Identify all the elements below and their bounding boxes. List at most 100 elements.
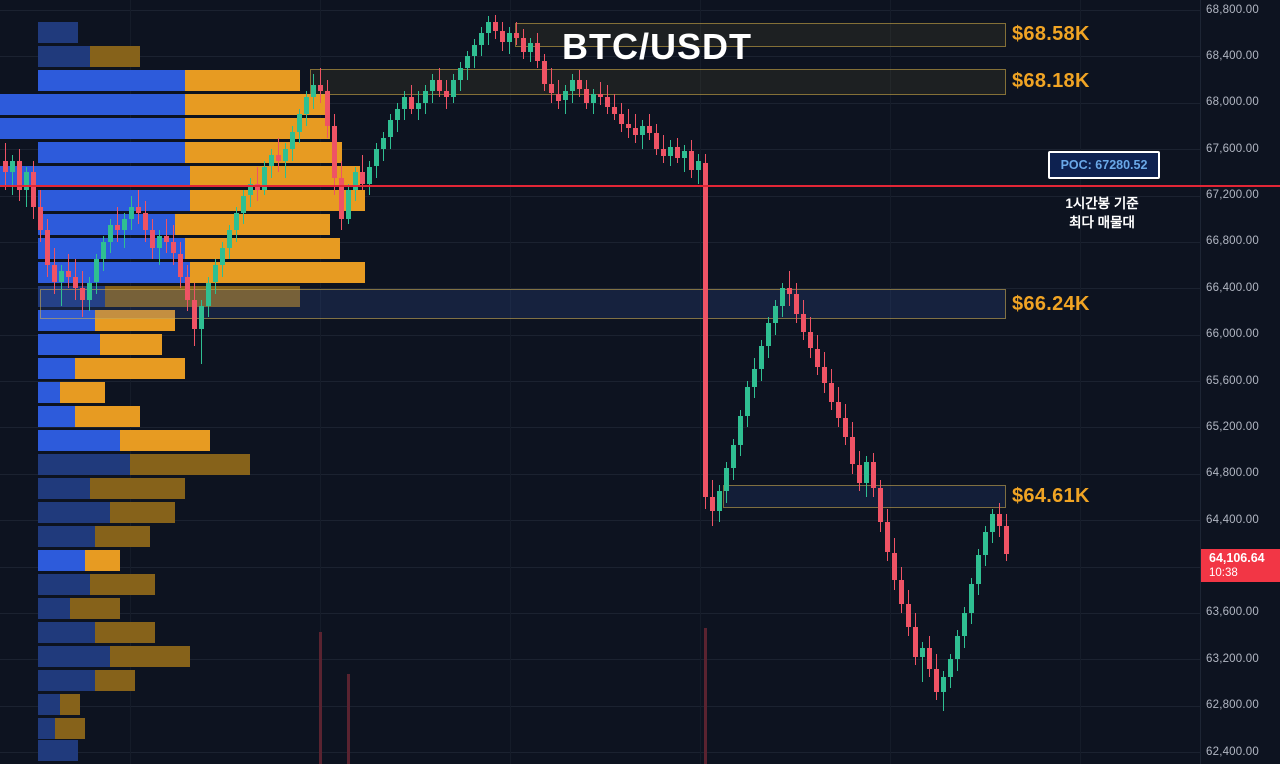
volume-profile-bar-buy <box>38 69 185 91</box>
zone-box[interactable] <box>723 485 1006 509</box>
candle-body <box>129 207 134 219</box>
candle-body <box>731 444 736 468</box>
volume-profile-bar-sell <box>70 597 120 619</box>
volume-profile-bar-sell <box>120 429 210 451</box>
candle-body <box>773 305 778 323</box>
candle-body <box>871 462 876 488</box>
volume-profile-bar-sell <box>105 285 300 307</box>
candle-body <box>570 79 575 92</box>
zone-label[interactable]: $68.58K <box>1012 22 1090 45</box>
poc-label[interactable]: POC: 67280.52 <box>1048 151 1160 179</box>
volume-profile-bar-buy <box>38 381 60 403</box>
candle-body <box>66 270 71 277</box>
volume-profile-bar-buy <box>38 213 175 235</box>
candle-body <box>206 282 211 306</box>
candle-body <box>997 514 1002 526</box>
candle-body <box>87 282 92 300</box>
volume-profile-bar-buy <box>38 669 95 691</box>
candle-body <box>241 195 246 213</box>
candle-body <box>10 160 15 173</box>
candle-wick <box>362 154 363 190</box>
candle-body <box>150 230 155 248</box>
candle-body <box>864 462 869 484</box>
volume-profile-bar-buy <box>0 93 185 115</box>
candle-body <box>934 668 939 692</box>
volume-profile-bar-sell <box>95 621 155 643</box>
volume-profile-bar-buy <box>38 45 90 67</box>
symbol-title: BTC/USDT <box>562 26 752 67</box>
candle-body <box>738 415 743 445</box>
candle-body <box>24 172 29 190</box>
candle-body <box>45 230 50 266</box>
candle-body <box>318 85 323 92</box>
volume-profile-bar-sell <box>185 141 342 163</box>
candle-wick <box>663 135 664 163</box>
zone-box[interactable] <box>310 69 1006 95</box>
volume-profile-bar-sell <box>95 669 135 691</box>
candle-body <box>521 37 526 52</box>
zone-label[interactable]: $64.61K <box>1012 484 1090 507</box>
zone-box[interactable] <box>515 22 1006 48</box>
candle-body <box>878 487 883 523</box>
candle-body <box>213 265 218 283</box>
volume-profile-bar-sell <box>110 501 175 523</box>
axis-label: 67,600.00 <box>1206 142 1259 155</box>
candle-body <box>31 172 36 208</box>
candle-body <box>80 288 85 300</box>
candle-body <box>115 224 120 231</box>
candle-body <box>668 146 673 157</box>
gridline-horizontal <box>0 705 1200 707</box>
poc-annotation-line1: 1시간봉 기준 <box>1065 196 1139 211</box>
candle-body <box>801 313 806 333</box>
candle-body <box>220 247 225 266</box>
candle-body <box>563 91 568 101</box>
candle-body <box>955 636 960 660</box>
poc-line[interactable] <box>0 185 1280 188</box>
zone-label[interactable]: $68.18K <box>1012 69 1090 92</box>
candle-body <box>696 160 701 170</box>
axis-label: 66,800.00 <box>1206 235 1259 248</box>
volume-profile-bar-sell <box>130 453 250 475</box>
candle-body <box>724 468 729 492</box>
volume-profile-bar-sell <box>190 189 365 211</box>
candle-body <box>528 42 533 52</box>
volume-profile-bar-buy <box>38 333 100 355</box>
candle-body <box>164 236 169 242</box>
gridline-horizontal <box>0 520 1200 522</box>
candle-body <box>745 386 750 416</box>
candle-wick <box>12 154 13 196</box>
candle-body <box>248 183 253 196</box>
candle-body <box>17 160 22 190</box>
candle-body <box>416 102 421 109</box>
candle-wick <box>159 230 160 266</box>
candle-body <box>178 253 183 277</box>
candle-body <box>689 151 694 170</box>
volume-profile-bar-buy <box>38 189 190 211</box>
gridline-horizontal <box>0 381 1200 382</box>
candle-body <box>3 160 8 173</box>
candle-body <box>52 265 57 283</box>
gridline-vertical <box>320 0 321 764</box>
gridline-horizontal <box>0 612 1200 614</box>
candle-body <box>59 270 64 283</box>
volume-profile-bar-buy <box>38 693 60 715</box>
candle-body <box>710 496 715 511</box>
candle-body <box>759 346 764 370</box>
candle-wick <box>117 207 118 242</box>
volume-profile-bar-buy <box>38 357 75 379</box>
candle-body <box>850 436 855 465</box>
volume-profile-bar-sell <box>60 381 105 403</box>
gridline-horizontal <box>0 659 1200 661</box>
axis-label: 65,200.00 <box>1206 420 1259 433</box>
volume-profile-bar-buy <box>38 309 95 331</box>
candle-body <box>836 401 841 419</box>
candle-body <box>535 42 540 62</box>
candle-body <box>269 154 274 167</box>
gridline-vertical <box>510 0 511 764</box>
axis-label: 62,400.00 <box>1206 745 1259 758</box>
candle-wick <box>285 143 286 179</box>
candle-body <box>262 166 267 190</box>
zone-label[interactable]: $66.24K <box>1012 292 1090 315</box>
candle-body <box>794 294 799 314</box>
